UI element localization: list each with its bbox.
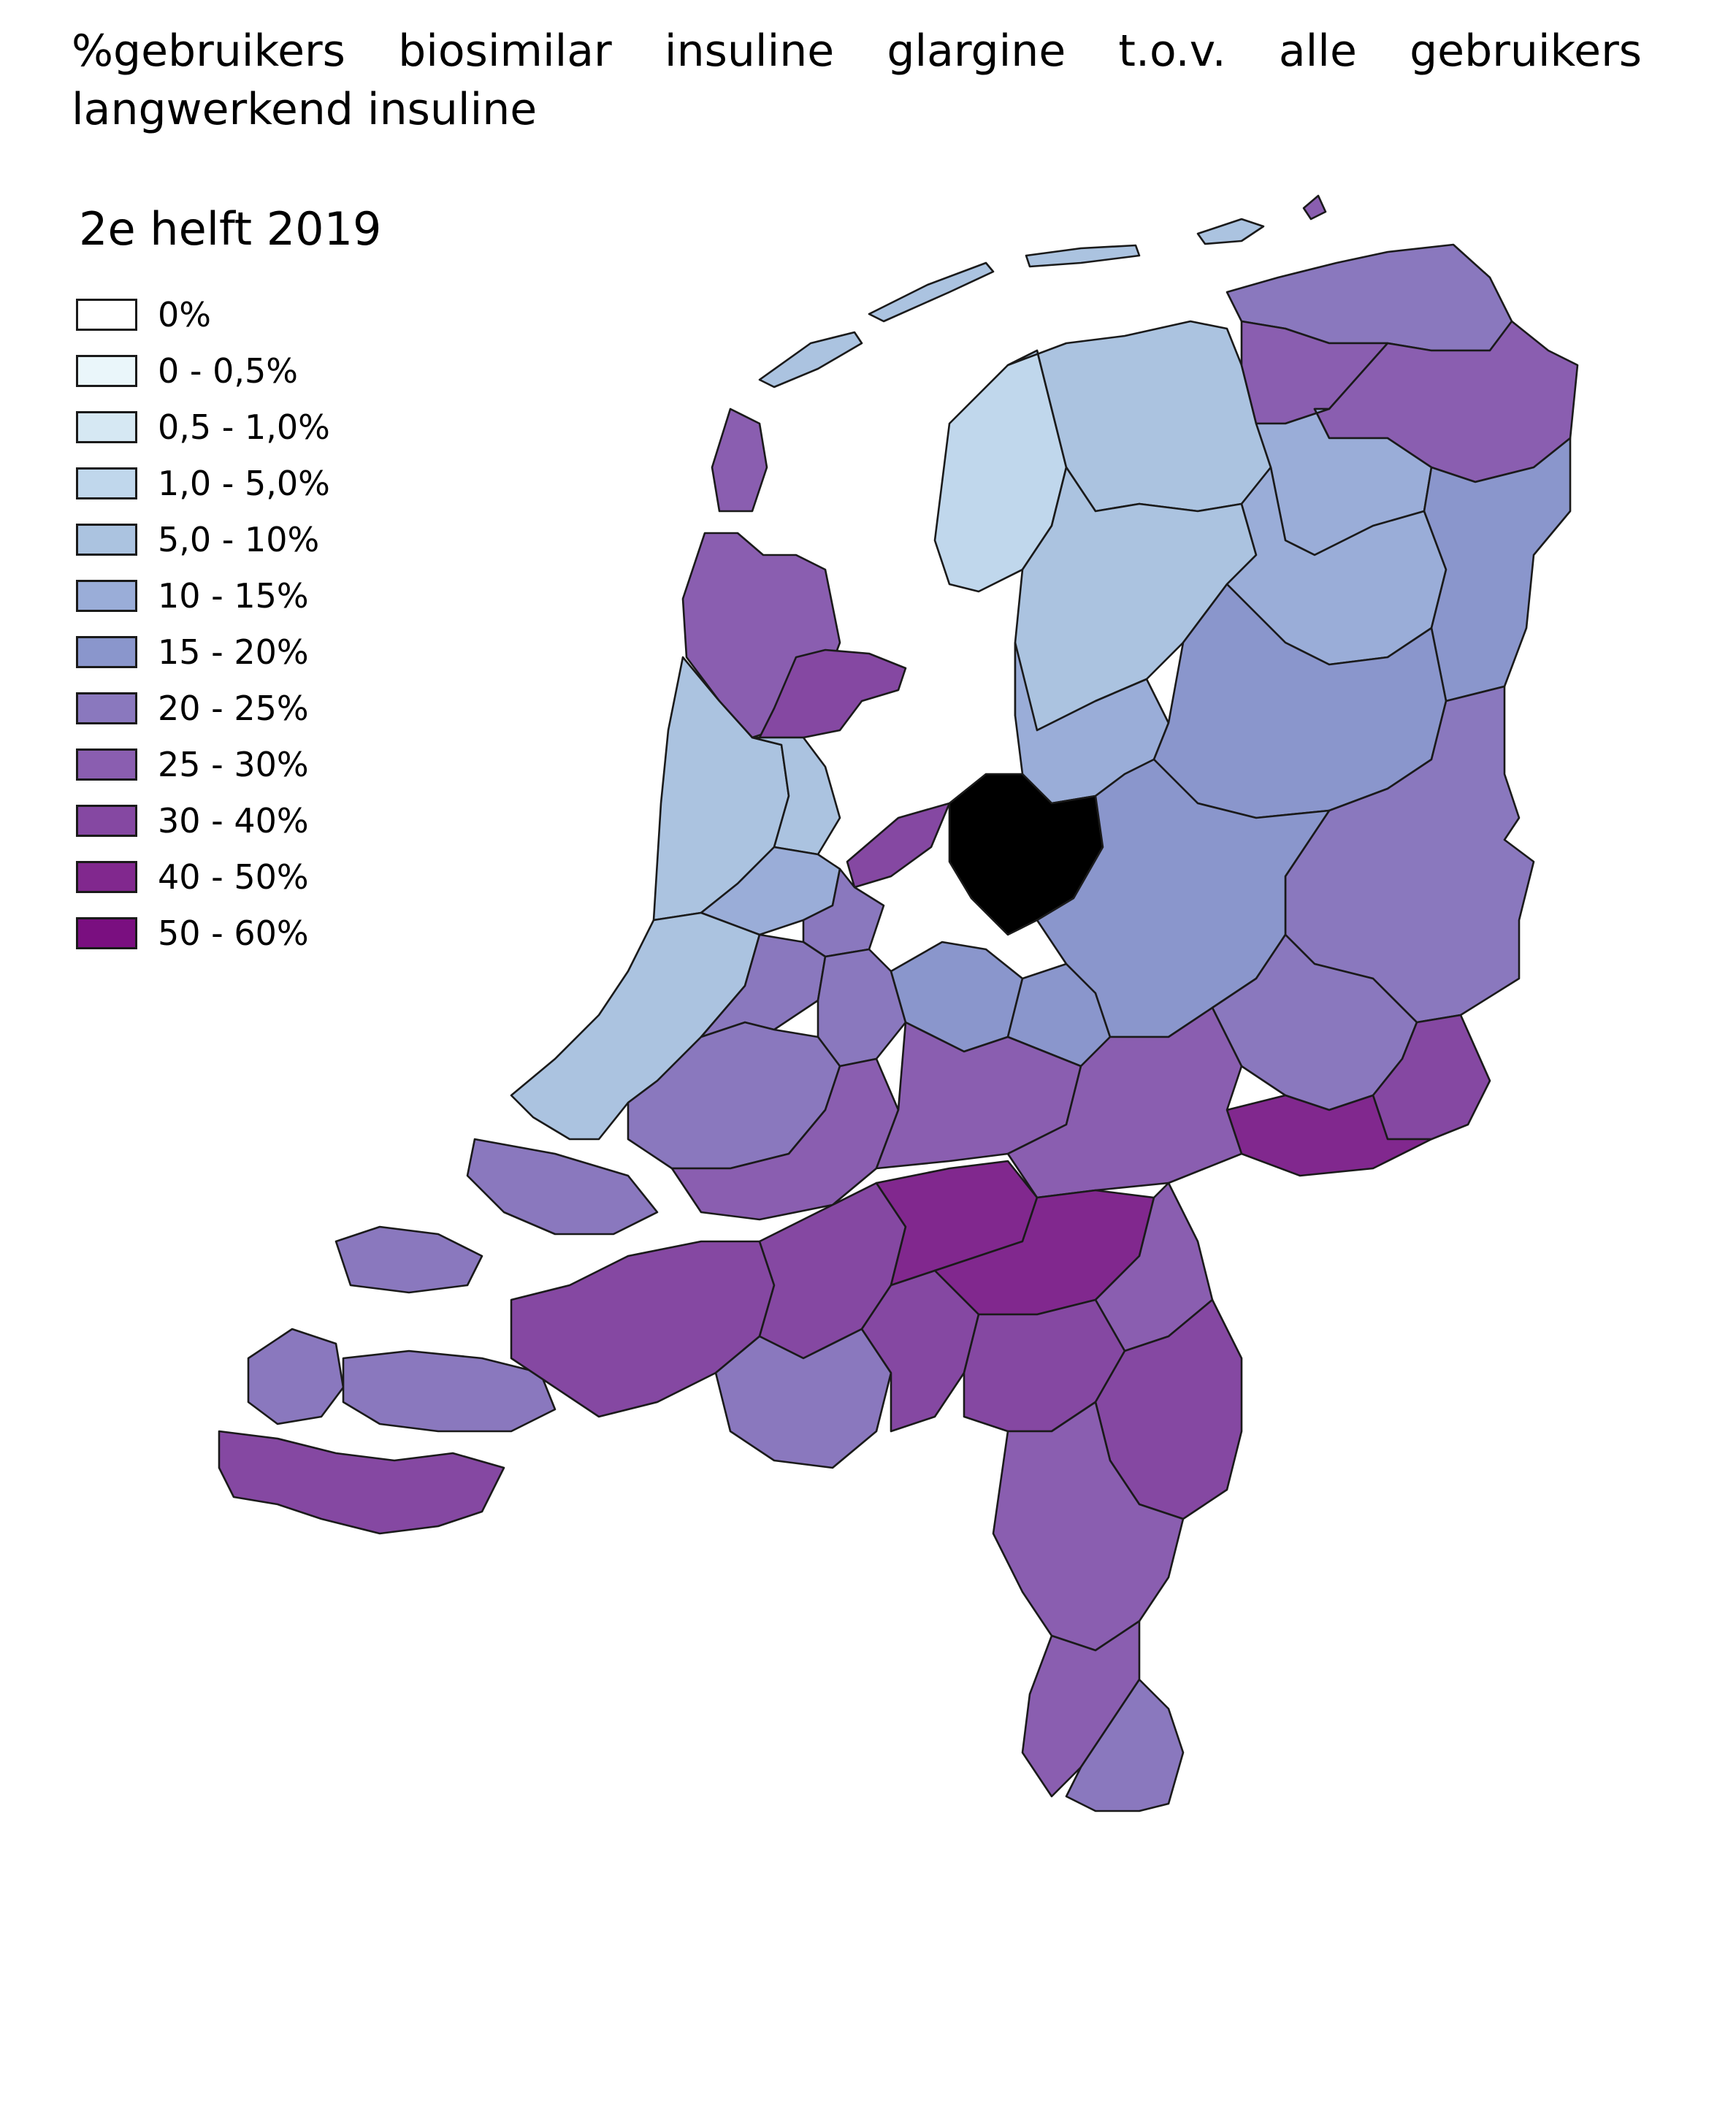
- legend-swatch: [76, 467, 137, 499]
- legend-swatch: [76, 579, 137, 612]
- region-walcheren: [247, 1328, 345, 1425]
- legend-label: 1,0 - 5,0%: [158, 463, 330, 503]
- region-eindhoven-west: [714, 1328, 892, 1469]
- region-midden-limburg: [992, 1401, 1185, 1652]
- legend-item: 40 - 50%: [76, 849, 330, 905]
- legend-item: 25 - 30%: [76, 736, 330, 792]
- region-drenthe-east: [1423, 437, 1572, 702]
- legend-item: 0 - 0,5%: [76, 342, 330, 399]
- legend-item: 10 - 15%: [76, 567, 330, 624]
- region-dordrecht-region: [670, 1057, 900, 1221]
- legend-label: 0%: [158, 294, 211, 334]
- legend-label: 25 - 30%: [158, 744, 309, 784]
- region-goeree: [466, 1138, 659, 1236]
- legend-swatch: [76, 635, 137, 668]
- legend-label: 10 - 15%: [158, 575, 309, 616]
- region-gouda-region: [817, 948, 907, 1068]
- legend-label: 40 - 50%: [158, 857, 309, 897]
- legend-label: 20 - 25%: [158, 688, 309, 728]
- legend-swatch: [76, 804, 137, 837]
- map-regions: [218, 243, 1579, 1812]
- region-almere: [846, 802, 951, 889]
- region-rottumeroog: [1302, 194, 1327, 221]
- region-west-frisia: [758, 648, 907, 739]
- wadden-islands: [758, 194, 1327, 388]
- legend-item: 1,0 - 5,0%: [76, 455, 330, 511]
- legend-swatch: [76, 748, 137, 781]
- region-zeeuws-vlaanderen: [218, 1430, 505, 1535]
- region-vlieland: [758, 331, 863, 388]
- legend-item: 50 - 60%: [76, 905, 330, 961]
- legend-item: 20 - 25%: [76, 680, 330, 736]
- legend-swatch: [76, 860, 137, 893]
- region-zuid-limburg-east: [1065, 1678, 1185, 1812]
- legend-swatch: [76, 692, 137, 724]
- legend-swatch: [76, 354, 137, 387]
- map-title: %gebruikers biosimilar insuline glargine…: [72, 26, 1642, 135]
- legend-label: 0 - 0,5%: [158, 351, 298, 391]
- legend-item: 0%: [76, 286, 330, 342]
- legend-item: 15 - 20%: [76, 624, 330, 680]
- legend-swatch: [76, 410, 137, 443]
- region-zuid-beveland: [342, 1349, 557, 1433]
- region-schiermonnikoog: [1196, 218, 1265, 245]
- legend-label: 0,5 - 1,0%: [158, 407, 330, 447]
- legend-item: 5,0 - 10%: [76, 511, 330, 567]
- legend-label: 15 - 20%: [158, 632, 309, 672]
- region-texel: [711, 407, 768, 513]
- legend-label: 30 - 40%: [158, 800, 309, 841]
- region-doetinchem: [1225, 1094, 1433, 1177]
- region-terschelling: [868, 261, 995, 323]
- region-ameland: [1025, 244, 1141, 268]
- legend-item: 0,5 - 1,0%: [76, 399, 330, 455]
- legend-label: 5,0 - 10%: [158, 519, 320, 559]
- legend-swatch: [76, 523, 137, 556]
- region-schouwen: [334, 1225, 483, 1294]
- legend: 0% 0 - 0,5% 0,5 - 1,0% 1,0 - 5,0% 5,0 - …: [76, 286, 330, 961]
- legend-item: 30 - 40%: [76, 792, 330, 849]
- legend-swatch: [76, 916, 137, 949]
- legend-title: 2e helft 2019: [79, 202, 382, 256]
- legend-swatch: [76, 298, 137, 331]
- legend-label: 50 - 60%: [158, 913, 309, 953]
